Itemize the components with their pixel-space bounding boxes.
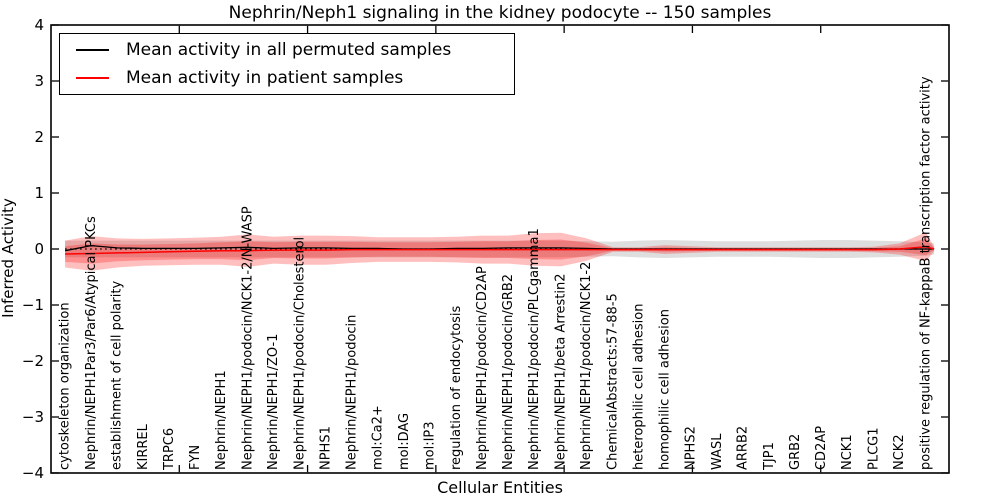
entity-label: NPHS2: [684, 426, 699, 470]
entity-label: CD2AP: [814, 426, 829, 470]
legend: Mean activity in all permuted samples Me…: [59, 33, 515, 95]
entity-label: regulation of endocytosis: [449, 305, 464, 470]
entity-label: KIRREL: [136, 423, 151, 470]
entity-label: mol:DAG: [397, 413, 412, 470]
y-tick-label: 1: [34, 184, 44, 202]
entity-label: Nephrin/NEPH1: [214, 370, 229, 470]
entity-label: TJP1: [762, 442, 777, 471]
entity-label: ARRB2: [736, 426, 751, 470]
entity-label: Nephrin/NEPH1/podocin: [344, 315, 359, 470]
y-axis-label: Inferred Activity: [0, 198, 17, 318]
y-tick-label: −3: [22, 408, 44, 426]
entity-label: homophilic cell adhesion: [657, 309, 672, 470]
entity-label: Nephrin/NEPH1/podocin/NCK1-2/N-WASP: [240, 206, 255, 470]
entity-label: Nephrin/NEPH1/ZO-1: [266, 334, 281, 470]
y-tick-label: −2: [22, 352, 44, 370]
entity-label: Nephrin/NEPH1/podocin/GRB2: [501, 274, 516, 470]
chart-title: Nephrin/Neph1 signaling in the kidney po…: [228, 3, 772, 23]
entity-label: Nephrin/NEPH1/podocin/NCK1-2: [579, 262, 594, 470]
entity-label: WASL: [710, 433, 725, 470]
entity-label: GRB2: [788, 434, 803, 470]
entity-label: Nephrin/NEPH1Par3/Par6/Atypical PKCs: [84, 216, 99, 470]
entity-label: cytoskeleton organization: [58, 302, 73, 470]
y-tick-label: 4: [34, 16, 44, 34]
entity-label: FYN: [188, 445, 203, 470]
entity-label: TRPC6: [162, 428, 177, 471]
y-tick-label: 2: [34, 128, 44, 146]
entity-label: establishment of cell polarity: [110, 281, 125, 470]
Mean-activity-in-patient-samples-line: [65, 246, 935, 255]
entity-label: heterophilic cell adhesion: [632, 304, 647, 471]
entity-label: NCK1: [840, 434, 855, 470]
y-tick-label: 0: [34, 240, 44, 258]
entity-label: PLCG1: [866, 427, 881, 470]
entity-label: Nephrin/NEPH1/podocin/PLCgamma1: [527, 228, 542, 470]
entity-label: Nephrin/NEPH1/podocin/CD2AP: [475, 266, 490, 470]
legend-label-permuted: Mean activity in all permuted samples: [126, 40, 452, 61]
entity-label: mol:Ca2+: [371, 405, 386, 470]
entity-label: NPHS1: [319, 426, 334, 470]
entity-label: mol:IP3: [423, 421, 438, 470]
patient-line-swatch: [76, 76, 109, 79]
legend-entry-permuted: Mean activity in all permuted samples: [60, 37, 514, 63]
entity-label: ChemicalAbstracts:57-88-5: [605, 293, 620, 470]
patient-sample-outer-range-band: [65, 232, 935, 271]
x-axis-label: Cellular Entities: [437, 478, 563, 497]
permuted-line-swatch: [76, 49, 109, 52]
entity-label: positive regulation of NF-kappaB transcr…: [918, 76, 933, 470]
legend-label-patient: Mean activity in patient samples: [126, 67, 404, 88]
legend-entry-patient: Mean activity in patient samples: [60, 65, 514, 91]
entity-label: Nephrin/NEPH1/podocin/Cholesterol: [292, 237, 307, 470]
patient-sample-inner-range-band: [65, 238, 935, 264]
entity-label: NCK2: [892, 434, 907, 470]
entity-label: Nephrin/NEPH1/beta Arrestin2: [553, 274, 568, 471]
y-tick-label: 3: [34, 72, 44, 90]
plot-frame: [50, 24, 950, 474]
y-tick-label: −4: [22, 464, 44, 482]
y-tick-label: −1: [22, 296, 44, 314]
